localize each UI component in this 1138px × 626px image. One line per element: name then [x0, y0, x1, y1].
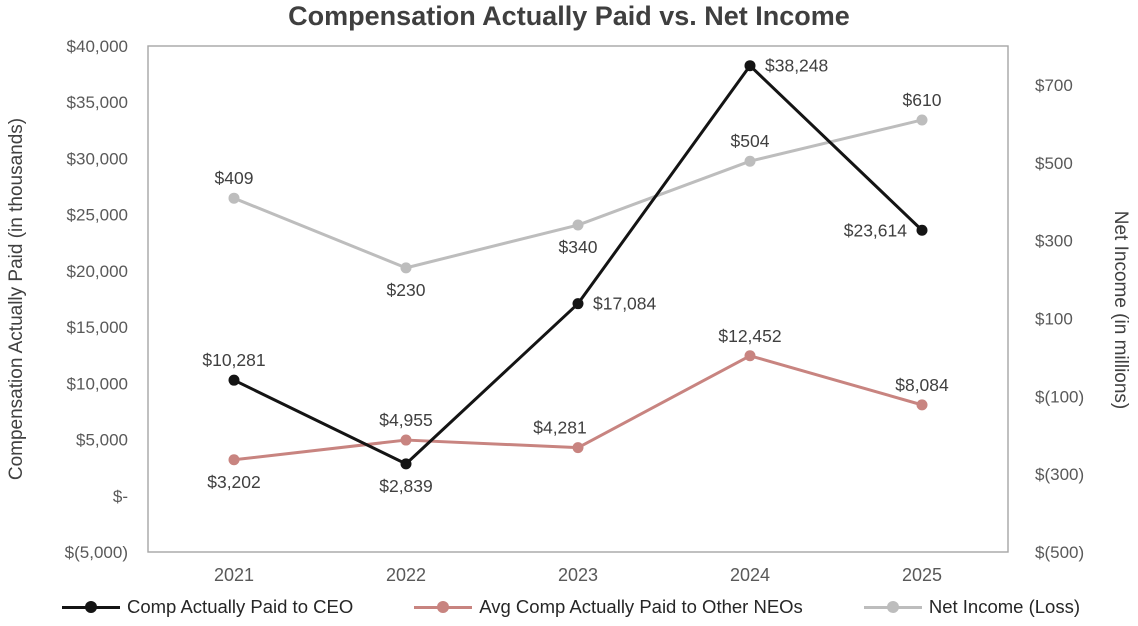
legend-item: Net Income (Loss) [863, 596, 1080, 618]
x-axis-tick-label: 2023 [558, 565, 598, 585]
x-axis-tick-label: 2024 [730, 565, 770, 585]
legend-line-marker-icon [414, 601, 473, 614]
series-line [233, 64, 924, 466]
data-label: $504 [731, 131, 770, 151]
left-axis-tick-label: $25,000 [67, 206, 128, 225]
left-axis-tick-label: $(5,000) [65, 543, 128, 562]
x-axis-tick-label: 2022 [386, 565, 426, 585]
x-axis-tick-label: 2025 [902, 565, 942, 585]
data-point-marker [228, 192, 240, 204]
right-axis-tick-label: $(500) [1035, 543, 1084, 562]
right-axis-tick-label: $700 [1035, 76, 1073, 95]
left-axis-tick-label: $- [113, 487, 128, 506]
legend-item: Avg Comp Actually Paid to Other NEOs [414, 596, 803, 618]
data-point-marker [744, 155, 756, 167]
data-point-marker [400, 434, 412, 446]
left-axis-tick-label: $20,000 [67, 262, 128, 281]
data-point-marker [916, 399, 928, 411]
data-label: $10,281 [202, 350, 265, 370]
data-point-marker [572, 219, 584, 231]
data-point-marker [572, 298, 584, 310]
data-label: $23,614 [844, 220, 908, 240]
left-axis-tick-label: $10,000 [67, 374, 128, 393]
data-label: $12,452 [718, 326, 781, 346]
data-point-marker [400, 458, 412, 470]
data-point-marker [228, 374, 240, 386]
legend-item: Comp Actually Paid to CEO [62, 596, 353, 618]
legend-line-marker-icon [62, 601, 120, 614]
legend-label: Avg Comp Actually Paid to Other NEOs [479, 596, 803, 617]
data-point-marker [228, 454, 240, 466]
left-axis-tick-label: $15,000 [67, 318, 128, 337]
x-axis-tick-label: 2021 [214, 565, 254, 585]
left-axis-tick-label: $30,000 [67, 149, 128, 168]
data-label: $4,281 [533, 418, 587, 438]
data-label: $340 [559, 237, 598, 257]
data-label: $409 [215, 168, 254, 188]
data-label: $3,202 [207, 472, 261, 492]
data-point-marker [916, 224, 928, 236]
data-point-marker [744, 350, 756, 362]
right-axis-tick-label: $300 [1035, 232, 1073, 251]
data-label: $17,084 [593, 294, 657, 314]
data-point-marker [744, 60, 756, 72]
data-label: $2,839 [379, 476, 433, 496]
legend: Comp Actually Paid to CEO Avg Comp Actual… [62, 596, 1080, 618]
data-label: $38,248 [765, 56, 828, 76]
plot-border [147, 45, 1009, 553]
right-axis-tick-label: $(100) [1035, 387, 1084, 406]
data-label: $4,955 [379, 410, 433, 430]
legend-label: Net Income (Loss) [928, 596, 1080, 617]
data-point-marker [400, 262, 412, 274]
right-axis-tick-label: $(300) [1035, 465, 1084, 484]
data-label: $8,084 [895, 375, 949, 395]
left-axis-tick-label: $5,000 [76, 431, 128, 450]
legend-line-marker-icon [863, 601, 922, 614]
right-axis-tick-label: $100 [1035, 309, 1073, 328]
data-point-marker [572, 442, 584, 454]
right-axis-tick-label: $500 [1035, 154, 1073, 173]
chart-title: Compensation Actually Paid vs. Net Incom… [288, 1, 850, 31]
legend-label: Comp Actually Paid to CEO [127, 596, 354, 617]
left-axis-tick-label: $40,000 [67, 37, 128, 56]
left-axis-tick-label: $35,000 [67, 93, 128, 112]
data-label: $610 [903, 90, 942, 110]
data-label: $230 [387, 280, 426, 300]
data-point-marker [916, 114, 928, 126]
